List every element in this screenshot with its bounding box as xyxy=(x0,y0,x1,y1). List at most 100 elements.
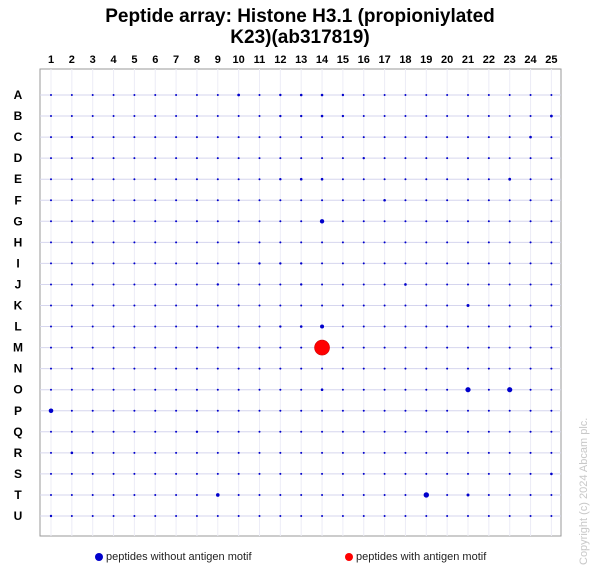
data-point-B13 xyxy=(300,114,303,118)
row-label: D xyxy=(14,151,23,165)
data-point-U10 xyxy=(237,515,240,517)
data-point-G20 xyxy=(446,220,449,223)
data-point-K6 xyxy=(154,304,157,307)
data-point-P24 xyxy=(529,409,532,412)
data-point-U16 xyxy=(362,515,365,517)
data-point-Q4 xyxy=(112,430,115,433)
data-point-N3 xyxy=(91,367,94,370)
data-point-L15 xyxy=(341,325,344,328)
data-point-L25 xyxy=(550,325,553,328)
data-point-O11 xyxy=(258,388,261,391)
data-point-J3 xyxy=(91,283,94,286)
data-point-F9 xyxy=(216,199,219,202)
data-point-H21 xyxy=(467,241,469,244)
data-point-B7 xyxy=(175,115,178,118)
data-point-L12 xyxy=(279,325,282,328)
data-point-U22 xyxy=(487,515,490,517)
data-point-F17 xyxy=(383,198,386,202)
data-point-C24 xyxy=(529,135,532,139)
data-point-T1 xyxy=(50,493,52,496)
row-label: H xyxy=(14,235,23,249)
data-point-O4 xyxy=(112,388,115,391)
data-point-A16 xyxy=(362,94,365,96)
data-point-G24 xyxy=(529,220,532,223)
data-point-D20 xyxy=(446,157,449,160)
data-point-M5 xyxy=(133,346,136,349)
data-point-A10 xyxy=(237,93,241,97)
data-point-H16 xyxy=(362,241,365,244)
data-point-N21 xyxy=(467,367,469,370)
column-labels: 1 2 3 4 5 6 7 8 9 10 11 12 13 14 15 16 17 18 19 20 21 22 23 24 2… xyxy=(48,54,558,66)
data-point-S10 xyxy=(237,472,240,475)
data-point-B23 xyxy=(508,115,511,118)
data-point-Q3 xyxy=(91,430,94,433)
data-point-Q11 xyxy=(258,430,261,433)
data-point-D21 xyxy=(467,157,469,160)
data-point-R23 xyxy=(508,451,511,454)
data-point-T2 xyxy=(70,493,73,496)
data-point-N1 xyxy=(50,367,52,370)
data-point-J22 xyxy=(487,283,490,286)
data-point-H18 xyxy=(404,241,407,244)
data-point-T13 xyxy=(300,493,303,496)
column-label: 13 xyxy=(295,54,307,66)
data-point-R19 xyxy=(425,451,428,454)
data-point-J5 xyxy=(133,283,136,286)
row-label: U xyxy=(14,509,23,523)
data-point-B6 xyxy=(154,115,157,118)
data-point-D18 xyxy=(404,157,407,160)
data-point-N4 xyxy=(112,367,115,370)
data-point-I5 xyxy=(133,262,136,265)
data-point-I20 xyxy=(446,262,449,265)
data-point-D10 xyxy=(237,157,240,160)
data-point-R14 xyxy=(321,451,324,454)
data-point-Q16 xyxy=(362,430,365,433)
data-point-F23 xyxy=(508,199,511,202)
column-label: 11 xyxy=(254,54,266,66)
data-point-G25 xyxy=(550,220,553,223)
data-point-B20 xyxy=(446,115,449,118)
data-point-Q14 xyxy=(321,430,324,433)
data-point-U4 xyxy=(112,515,115,517)
data-point-T6 xyxy=(154,493,157,496)
data-point-I2 xyxy=(70,262,73,265)
data-point-I17 xyxy=(383,262,386,265)
row-label: A xyxy=(14,88,23,102)
data-point-J21 xyxy=(467,283,469,286)
data-point-J23 xyxy=(508,283,511,286)
data-point-E8 xyxy=(195,178,198,181)
data-point-Q24 xyxy=(529,430,532,433)
data-point-T25 xyxy=(550,493,553,496)
data-point-C7 xyxy=(175,136,178,139)
data-point-K2 xyxy=(70,304,73,307)
data-point-Q1 xyxy=(50,430,52,433)
data-point-G17 xyxy=(383,220,386,223)
data-point-M25 xyxy=(550,346,553,349)
data-point-F20 xyxy=(446,199,449,202)
data-point-K7 xyxy=(175,304,178,307)
data-point-P18 xyxy=(404,409,407,412)
data-point-J8 xyxy=(195,283,198,286)
data-point-S25 xyxy=(550,472,553,476)
data-point-Q7 xyxy=(175,430,178,433)
data-point-O10 xyxy=(237,388,240,391)
data-point-B11 xyxy=(258,115,261,118)
column-label: 15 xyxy=(337,54,349,66)
data-point-I21 xyxy=(467,262,469,265)
data-point-H12 xyxy=(279,241,282,244)
data-point-A20 xyxy=(446,94,449,96)
data-point-P9 xyxy=(216,409,219,412)
data-point-U8 xyxy=(195,515,198,517)
data-point-B1 xyxy=(50,115,52,118)
data-point-K21 xyxy=(466,304,470,307)
data-point-L6 xyxy=(154,325,157,328)
column-label: 8 xyxy=(194,54,200,66)
data-point-C20 xyxy=(446,136,449,139)
data-point-I11 xyxy=(258,262,261,265)
data-point-A21 xyxy=(467,94,469,96)
data-point-B2 xyxy=(70,115,73,118)
data-point-C11 xyxy=(258,136,261,139)
row-label: E xyxy=(14,172,22,186)
data-point-J16 xyxy=(362,283,365,286)
data-point-R1 xyxy=(50,451,52,454)
